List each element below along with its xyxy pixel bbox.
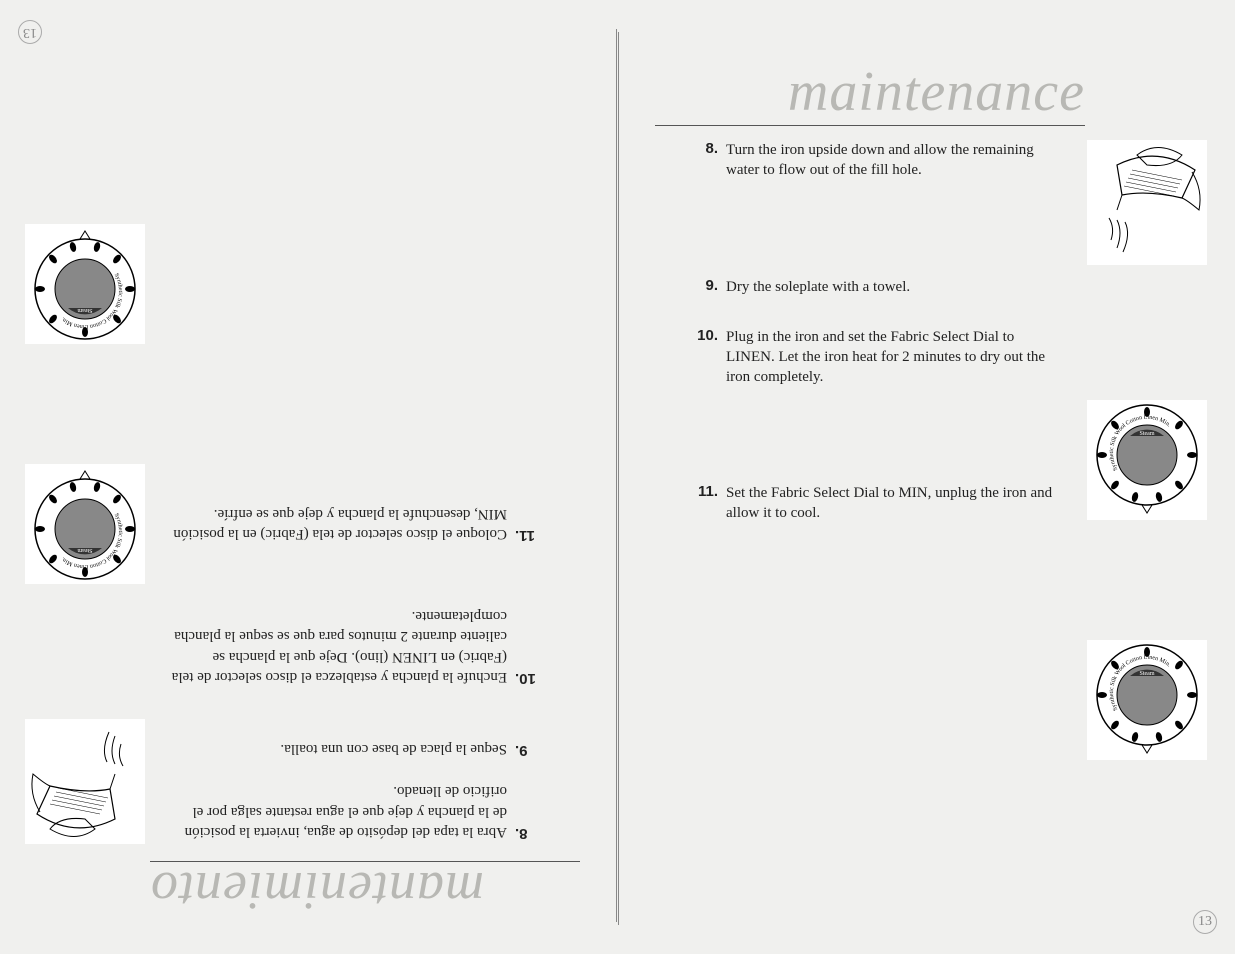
left-page: mantenimiento 8.Abra la tapa del depósit… bbox=[0, 0, 617, 954]
illustration-iron-pour bbox=[1087, 140, 1207, 265]
step: 11. Set the Fabric Select Dial to MIN, un… bbox=[688, 483, 1063, 524]
illustration-dial-linen: Steam Synthetic Silk Wool Cotton Linen M… bbox=[1087, 400, 1207, 520]
svg-text:Steam: Steam bbox=[77, 547, 92, 553]
step: 10. Plug in the iron and set the Fabric S… bbox=[688, 327, 1063, 388]
illustration-dial-min: Steam Synthetic Silk Wool Cotton Linen M… bbox=[25, 224, 145, 344]
step-number: 9. bbox=[688, 277, 718, 297]
steps-list: 8.Abra la tapa del depósito de agua, inv… bbox=[170, 504, 545, 843]
title-rule bbox=[655, 125, 1085, 126]
step: 9. Seque la placa de base con una toalla. bbox=[170, 739, 545, 759]
step-number: 11. bbox=[515, 504, 545, 545]
step-number: 10. bbox=[515, 606, 545, 687]
title-rule bbox=[150, 861, 580, 862]
step-number: 8. bbox=[688, 140, 718, 181]
illustration-iron-pour bbox=[25, 719, 145, 844]
step: 9. Dry the soleplate with a towel. bbox=[688, 277, 1063, 297]
step: 8.Turn the iron upside down and allow th… bbox=[688, 140, 1063, 181]
step-number: 11. bbox=[688, 483, 718, 524]
illustration-dial-min: Steam Synthetic Silk Wool Cotton Linen M… bbox=[1087, 640, 1207, 760]
section-title: maintenance bbox=[788, 60, 1085, 124]
steps-list: 8.Turn the iron upside down and allow th… bbox=[688, 140, 1063, 523]
step-text: Abra la tapa del depósito de agua, invie… bbox=[170, 781, 507, 842]
svg-text:Steam: Steam bbox=[77, 307, 92, 313]
step-text: Seque la placa de base con una toalla. bbox=[280, 739, 507, 759]
dial-steam-label: Steam bbox=[1140, 431, 1155, 437]
page-number: 13 bbox=[18, 20, 42, 44]
step-text: Dry the soleplate with a towel. bbox=[726, 277, 910, 297]
step-number: 10. bbox=[688, 327, 718, 388]
step-text: Enchufe la plancha y establezca el disco… bbox=[170, 606, 507, 687]
illustration-dial-linen: Steam Synthetic Silk Wool Cotton Linen M… bbox=[25, 464, 145, 584]
page-number: 13 bbox=[1193, 910, 1217, 934]
step: 8.Abra la tapa del depósito de agua, inv… bbox=[170, 781, 545, 842]
step-text: Set the Fabric Select Dial to MIN, unplu… bbox=[726, 483, 1063, 524]
step-number: 9. bbox=[515, 739, 545, 759]
right-page: maintenance 8.Turn the iron upside down … bbox=[618, 0, 1235, 954]
step-text: Plug in the iron and set the Fabric Sele… bbox=[726, 327, 1063, 388]
section-title: mantenimiento bbox=[150, 860, 484, 922]
step-text: Turn the iron upside down and allow the … bbox=[726, 140, 1063, 181]
step: 11. Coloque el disco selector de tela (Fa… bbox=[170, 504, 545, 545]
step-text: Coloque el disco selector de tela (Fabri… bbox=[170, 504, 507, 545]
step-number: 8. bbox=[515, 781, 545, 842]
step: 10. Enchufe la plancha y establezca el di… bbox=[170, 606, 545, 687]
svg-text:Steam: Steam bbox=[1140, 671, 1155, 677]
